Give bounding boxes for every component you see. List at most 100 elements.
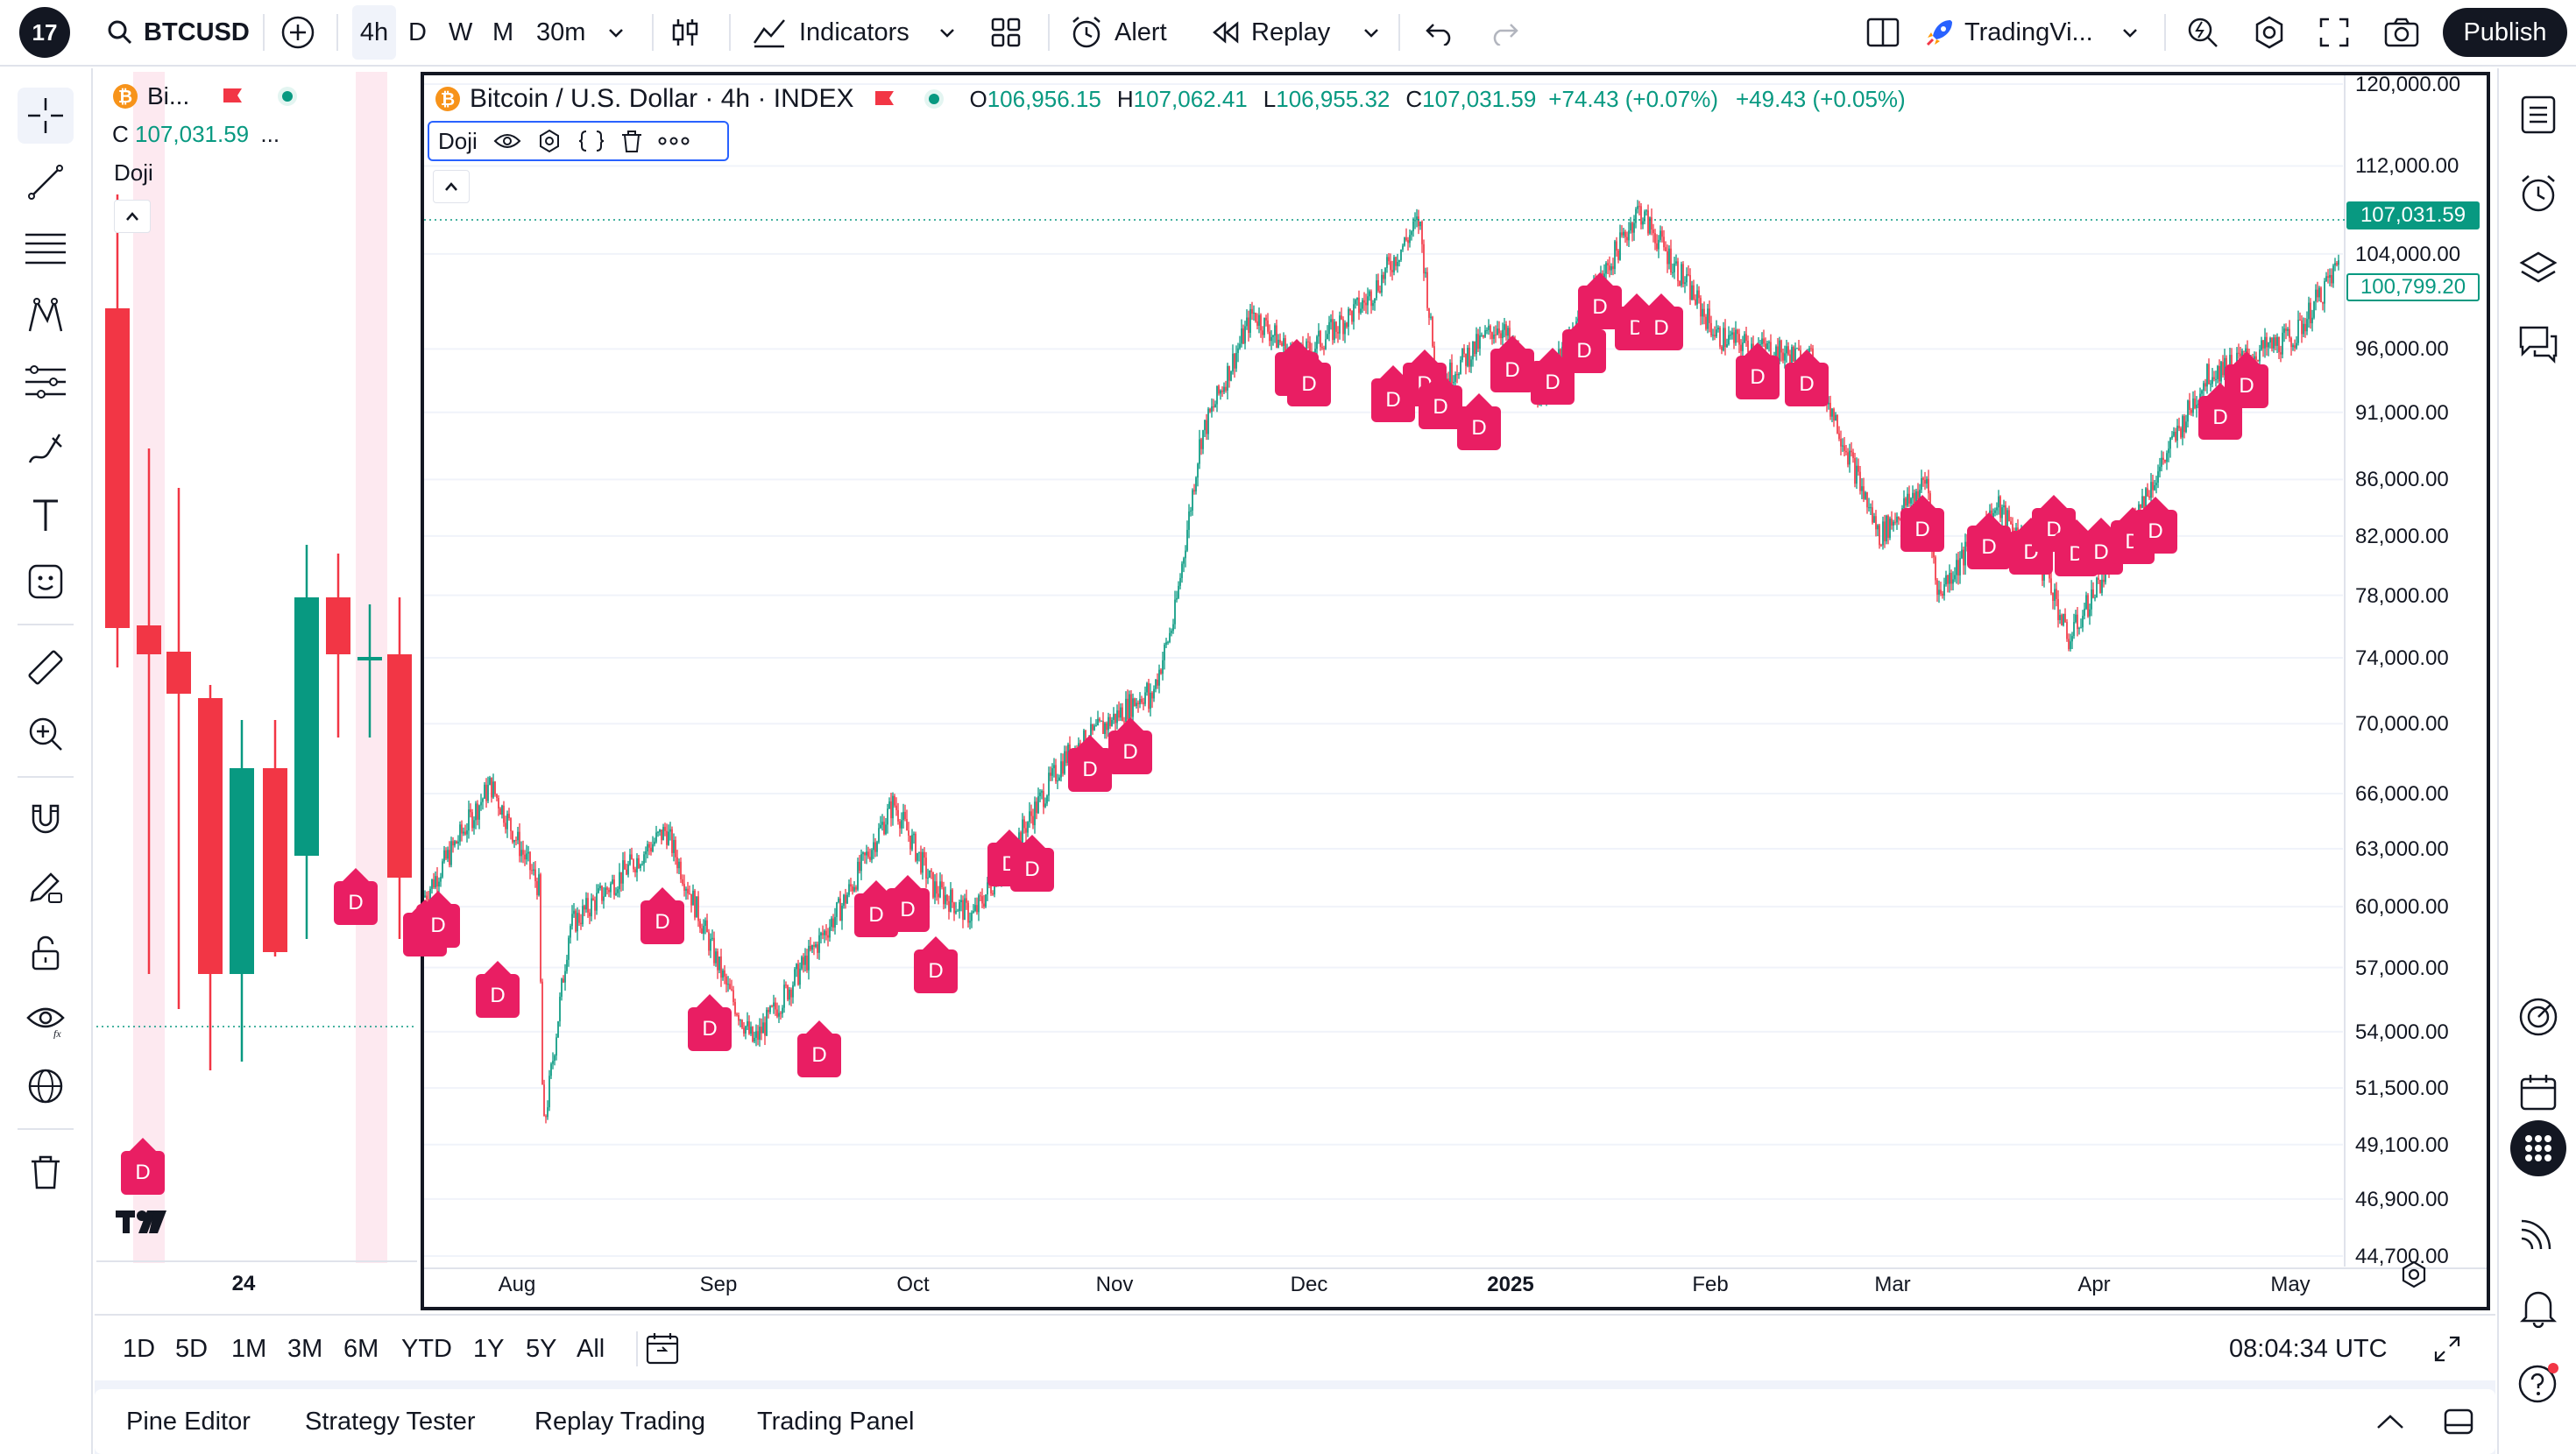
layout-button[interactable]: [1866, 0, 1900, 65]
clock[interactable]: 08:04:34 UTC: [2229, 1316, 2388, 1382]
interval-4h-button[interactable]: 4h: [352, 5, 396, 60]
alert-button[interactable]: Alert: [1069, 0, 1167, 65]
replay-button[interactable]: Replay: [1211, 0, 1330, 65]
doji-marker[interactable]: D: [688, 994, 732, 1051]
doji-marker[interactable]: D: [334, 868, 378, 925]
mini-chart-pane[interactable]: ₿ Bi... C 107,031.59 ... Doji D 24: [96, 72, 417, 1310]
measure-tool[interactable]: [18, 639, 74, 695]
doji-marker[interactable]: D: [1287, 349, 1331, 406]
date-range-button[interactable]: [645, 1316, 682, 1382]
doji-marker[interactable]: D: [1785, 349, 1829, 406]
panel-maximize-button[interactable]: [2443, 1389, 2474, 1454]
doji-marker[interactable]: D: [640, 887, 684, 944]
watchlist-button[interactable]: [2509, 86, 2567, 144]
doji-marker[interactable]: D: [1562, 316, 1606, 373]
tab-pine-editor[interactable]: Pine Editor: [126, 1389, 251, 1454]
compare-symbol-button[interactable]: [280, 0, 315, 65]
doji-marker[interactable]: D: [1457, 393, 1501, 450]
calendar-button[interactable]: [2509, 1063, 2567, 1121]
stay-in-drawing-mode-tool[interactable]: [18, 858, 74, 914]
mini-collapse-button[interactable]: [114, 200, 151, 233]
doji-marker[interactable]: D: [1578, 272, 1622, 329]
main-chart-pane[interactable]: [421, 72, 2490, 1310]
notifications-button[interactable]: [2509, 1279, 2567, 1337]
doji-marker[interactable]: D: [1639, 293, 1683, 350]
pattern-tool[interactable]: [18, 287, 74, 343]
doji-marker[interactable]: D: [914, 936, 958, 993]
layout-dropdown[interactable]: [2120, 0, 2140, 65]
replay-dropdown[interactable]: [1362, 0, 1381, 65]
flag-icon[interactable]: [873, 88, 897, 109]
fullscreen-button[interactable]: [2318, 0, 2350, 65]
products-button[interactable]: [2509, 1119, 2567, 1177]
ideas-button[interactable]: [2509, 988, 2567, 1046]
range-ytd-button[interactable]: YTD: [401, 1316, 452, 1382]
interval-dropdown[interactable]: [606, 0, 626, 65]
doji-marker[interactable]: D: [886, 875, 930, 932]
crosshair-tool[interactable]: [18, 88, 74, 144]
mini-doji-marker[interactable]: D: [121, 1138, 165, 1195]
trend-line-tool[interactable]: [18, 154, 74, 210]
range-1y-button[interactable]: 1Y: [473, 1316, 504, 1382]
streams-button[interactable]: [2509, 1203, 2567, 1261]
doji-marker[interactable]: D: [416, 891, 460, 948]
brush-tool[interactable]: [18, 420, 74, 476]
magnet-tool[interactable]: [18, 792, 74, 848]
delete-icon[interactable]: [619, 129, 644, 153]
tab-trading-panel[interactable]: Trading Panel: [757, 1389, 914, 1454]
chats-button[interactable]: [2509, 315, 2567, 373]
symbol-search-button[interactable]: BTCUSD: [107, 0, 250, 65]
range-6m-button[interactable]: 6M: [343, 1316, 379, 1382]
redo-button[interactable]: [1490, 0, 1519, 65]
range-1m-button[interactable]: 1M: [231, 1316, 266, 1382]
tab-replay-trading[interactable]: Replay Trading: [534, 1389, 705, 1454]
remove-drawings-tool[interactable]: [18, 1144, 74, 1200]
settings-icon[interactable]: [537, 129, 562, 153]
chart-title[interactable]: Bitcoin / U.S. Dollar · 4h · INDEX: [470, 84, 854, 113]
help-button[interactable]: [2509, 1354, 2567, 1412]
lock-drawings-tool[interactable]: [18, 925, 74, 981]
source-code-icon[interactable]: [577, 129, 605, 153]
range-5y-button[interactable]: 5Y: [526, 1316, 556, 1382]
chart-type-button[interactable]: [669, 0, 701, 65]
flag-icon[interactable]: [221, 86, 245, 107]
range-3m-button[interactable]: 3M: [287, 1316, 322, 1382]
range-all-button[interactable]: All: [577, 1316, 605, 1382]
legend-collapse-button[interactable]: [433, 170, 470, 203]
publish-button[interactable]: Publish: [2443, 8, 2567, 57]
quick-search-button[interactable]: [2185, 0, 2220, 65]
doji-marker[interactable]: D: [1736, 342, 1780, 399]
screenshot-button[interactable]: [2383, 0, 2420, 65]
show-objects-tool[interactable]: [18, 1058, 74, 1114]
interval-m-button[interactable]: M: [492, 0, 513, 65]
interval-w-button[interactable]: W: [449, 0, 472, 65]
doji-marker[interactable]: D: [1490, 335, 1534, 392]
range-5d-button[interactable]: 5D: [175, 1316, 208, 1382]
panel-collapse-button[interactable]: [2374, 1389, 2406, 1454]
time-axis-settings-button[interactable]: [2399, 1260, 2429, 1289]
interval-30m-button[interactable]: 30m: [536, 0, 585, 65]
tradingview-logo[interactable]: 17: [19, 0, 70, 65]
alerts-button[interactable]: [2509, 165, 2567, 222]
main-chart-canvas[interactable]: [424, 75, 2487, 1307]
indicator-name[interactable]: Doji: [438, 127, 478, 154]
indicators-button[interactable]: Indicators: [752, 0, 909, 65]
layout-name-button[interactable]: TradingVi...: [1924, 0, 2093, 65]
doji-marker[interactable]: D: [2134, 497, 2177, 554]
doji-marker[interactable]: D: [476, 961, 520, 1018]
zoom-in-tool[interactable]: [18, 706, 74, 762]
price-line-label[interactable]: 100,799.20: [2346, 273, 2480, 301]
object-tree-button[interactable]: [2509, 240, 2567, 298]
maximize-chart-button[interactable]: [2432, 1316, 2462, 1382]
doji-marker[interactable]: D: [1900, 495, 1944, 552]
interval-d-button[interactable]: D: [408, 0, 427, 65]
doji-marker[interactable]: D: [1068, 735, 1112, 792]
doji-marker[interactable]: D: [1967, 512, 2011, 569]
mini-ellipsis[interactable]: ...: [260, 121, 280, 147]
hide-drawings-tool[interactable]: fx: [18, 992, 74, 1048]
doji-marker[interactable]: D: [1010, 835, 1054, 892]
doji-marker[interactable]: D: [1108, 717, 1152, 774]
icon-tool[interactable]: [18, 554, 74, 610]
templates-button[interactable]: [990, 0, 1022, 65]
indicator-legend-row[interactable]: Doji: [428, 121, 729, 161]
